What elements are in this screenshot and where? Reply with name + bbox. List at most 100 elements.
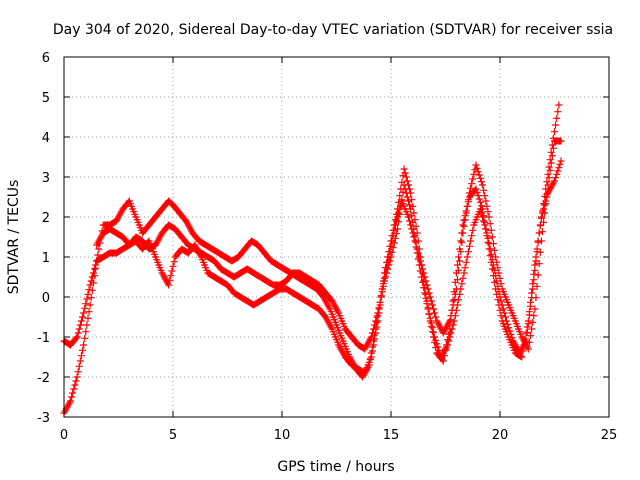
- data-point: [460, 269, 468, 277]
- y-tick-label: 2: [42, 211, 50, 226]
- data-point: [460, 216, 468, 224]
- data-point: [168, 267, 176, 275]
- data-point: [408, 196, 416, 204]
- data-point: [380, 269, 388, 277]
- data-point: [461, 264, 469, 272]
- data-point: [384, 253, 392, 261]
- y-tick-label: 6: [42, 51, 50, 66]
- data-point: [404, 197, 412, 205]
- data-point: [389, 244, 397, 252]
- x-tick-label: 0: [60, 428, 68, 443]
- data-point: [73, 333, 81, 341]
- data-point: [496, 306, 504, 314]
- data-point: [74, 368, 82, 376]
- data-point: [539, 209, 547, 217]
- data-point: [406, 201, 414, 209]
- data-point: [473, 164, 481, 172]
- data-point: [375, 309, 383, 317]
- data-point: [469, 175, 477, 183]
- data-point: [379, 277, 387, 285]
- data-point: [401, 169, 409, 177]
- data-point: [497, 280, 505, 288]
- data-point: [84, 314, 92, 322]
- data-point: [85, 286, 93, 294]
- gridlines: [64, 57, 609, 417]
- data-point: [485, 213, 493, 221]
- data-point: [86, 301, 94, 309]
- data-point: [464, 198, 472, 206]
- data-point: [546, 166, 554, 174]
- data-point: [414, 237, 422, 245]
- data-point: [428, 328, 436, 336]
- data-point: [445, 330, 453, 338]
- data-point: [71, 381, 79, 389]
- data-point: [468, 180, 476, 188]
- data-point: [518, 353, 526, 361]
- data-point: [404, 213, 412, 221]
- data-point: [457, 237, 465, 245]
- data-point: [421, 284, 429, 292]
- data-point: [463, 202, 471, 210]
- data-point: [383, 258, 391, 266]
- data-point: [494, 296, 502, 304]
- chart-title: Day 304 of 2020, Sidereal Day-to-day VTE…: [53, 22, 613, 38]
- data-point: [424, 304, 432, 312]
- data-point: [426, 293, 434, 301]
- data-point: [75, 362, 83, 370]
- data-point: [497, 312, 505, 320]
- data-point: [450, 296, 458, 304]
- data-point: [554, 108, 562, 116]
- data-point: [519, 347, 527, 355]
- data-point: [521, 335, 529, 343]
- data-point: [458, 229, 466, 237]
- data-point: [451, 278, 459, 286]
- data-point: [80, 341, 88, 349]
- data-point: [392, 230, 400, 238]
- data-point: [460, 222, 468, 230]
- data-point: [394, 205, 402, 213]
- data-point: [557, 157, 565, 165]
- data-point: [533, 282, 541, 290]
- data-point: [386, 242, 394, 250]
- data-point: [445, 337, 453, 345]
- data-point: [385, 248, 393, 256]
- data-point: [484, 208, 492, 216]
- data-point: [525, 308, 533, 316]
- data-point: [520, 341, 528, 349]
- data-point: [480, 212, 488, 220]
- x-tick-label: 15: [383, 428, 400, 443]
- data-point: [536, 221, 544, 229]
- data-point: [467, 184, 475, 192]
- data-point: [458, 238, 466, 246]
- data-point: [432, 313, 440, 321]
- data-point: [486, 252, 494, 260]
- data-point: [398, 178, 406, 186]
- data-point: [414, 249, 422, 257]
- data-point: [82, 328, 90, 336]
- data-point: [424, 285, 432, 293]
- data-point: [404, 181, 412, 189]
- data-point: [552, 121, 560, 129]
- data-point: [491, 278, 499, 286]
- data-point: [459, 221, 467, 229]
- data-point: [413, 229, 421, 237]
- y-tick-label: 0: [42, 291, 50, 306]
- data-point: [475, 171, 483, 179]
- plot-frame: [63, 56, 610, 418]
- data-point: [523, 323, 531, 331]
- data-point: [547, 159, 555, 167]
- data-point: [542, 197, 550, 205]
- data-point: [496, 274, 504, 282]
- data-point: [448, 306, 456, 314]
- data-point: [456, 257, 464, 265]
- data-point: [421, 273, 429, 281]
- data-point: [81, 304, 89, 312]
- axis-ticks: [63, 56, 610, 418]
- data-point: [382, 273, 390, 281]
- data-point: [92, 261, 100, 269]
- y-tick-label: 4: [42, 131, 50, 146]
- data-point: [492, 253, 500, 261]
- data-point: [72, 334, 80, 342]
- data-point: [391, 216, 399, 224]
- data-point: [461, 212, 469, 220]
